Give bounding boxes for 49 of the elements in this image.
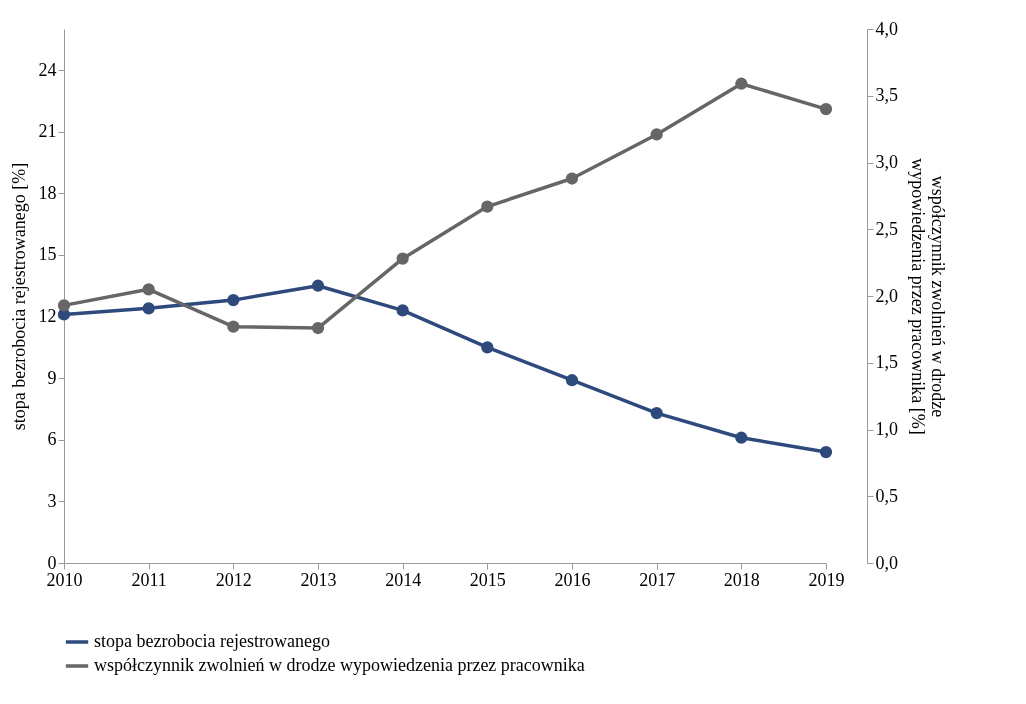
legend-label: stopa bezrobocia rejestrowanego <box>94 631 330 651</box>
point <box>57 299 71 312</box>
point <box>565 374 579 387</box>
x-tick-label: 2016 <box>554 569 591 590</box>
y-tick-label: 18 <box>38 182 57 203</box>
y2-tick-label: 0,5 <box>875 485 898 506</box>
y2-tick-label: 4,0 <box>875 18 898 39</box>
point <box>819 102 833 116</box>
point <box>311 279 325 292</box>
point <box>650 406 663 420</box>
point <box>481 200 494 213</box>
y2-tick-label: 2,5 <box>875 218 898 239</box>
x-tick-label: 2017 <box>639 569 676 590</box>
y2-tick-label: 3,0 <box>875 152 898 172</box>
point <box>650 128 663 141</box>
y-tick-label: 3 <box>47 490 57 511</box>
point <box>142 283 155 296</box>
legend-label: współczynnik zwolnień w drodze wypowiedzenia przez pracownika <box>94 655 585 675</box>
x-tick-label: 2014 <box>385 569 422 590</box>
y2-tick-label: 2,0 <box>875 285 898 306</box>
point <box>396 304 409 317</box>
y-axis-title: stopa bezrobocia rejestrowanego [%] <box>8 162 29 431</box>
x-tick-label: 2018 <box>723 569 760 590</box>
y2-tick-label: 0,0 <box>875 552 898 573</box>
point <box>396 252 409 265</box>
x-tick-label: 2011 <box>131 569 167 590</box>
point <box>819 445 833 459</box>
x-tick-label: 2019 <box>808 569 845 590</box>
y-tick-label: 12 <box>38 306 57 327</box>
y2-tick-label: 3,5 <box>875 85 898 106</box>
point <box>227 320 240 333</box>
y2-tick-label: 1,0 <box>875 419 898 439</box>
y-tick-label: 24 <box>38 59 57 80</box>
y-tick-label: 9 <box>47 367 57 388</box>
x-tick-label: 2013 <box>300 569 337 590</box>
y-tick-label: 15 <box>38 244 57 265</box>
y-tick-label: 21 <box>38 121 57 142</box>
point <box>735 77 748 90</box>
point <box>142 302 155 315</box>
y2-tick-label: 1,5 <box>875 352 898 373</box>
point <box>481 341 494 354</box>
y-tick-label: 6 <box>47 429 57 450</box>
point <box>565 172 579 185</box>
point <box>311 321 325 335</box>
x-tick-label: 2015 <box>469 569 506 590</box>
point <box>735 431 748 444</box>
y2-axis-title: współczynnik zwolnień w drodze wypowiedzenia przez pracownika [%] <box>908 158 948 435</box>
point <box>227 294 240 307</box>
x-tick-label: 2012 <box>215 569 252 590</box>
